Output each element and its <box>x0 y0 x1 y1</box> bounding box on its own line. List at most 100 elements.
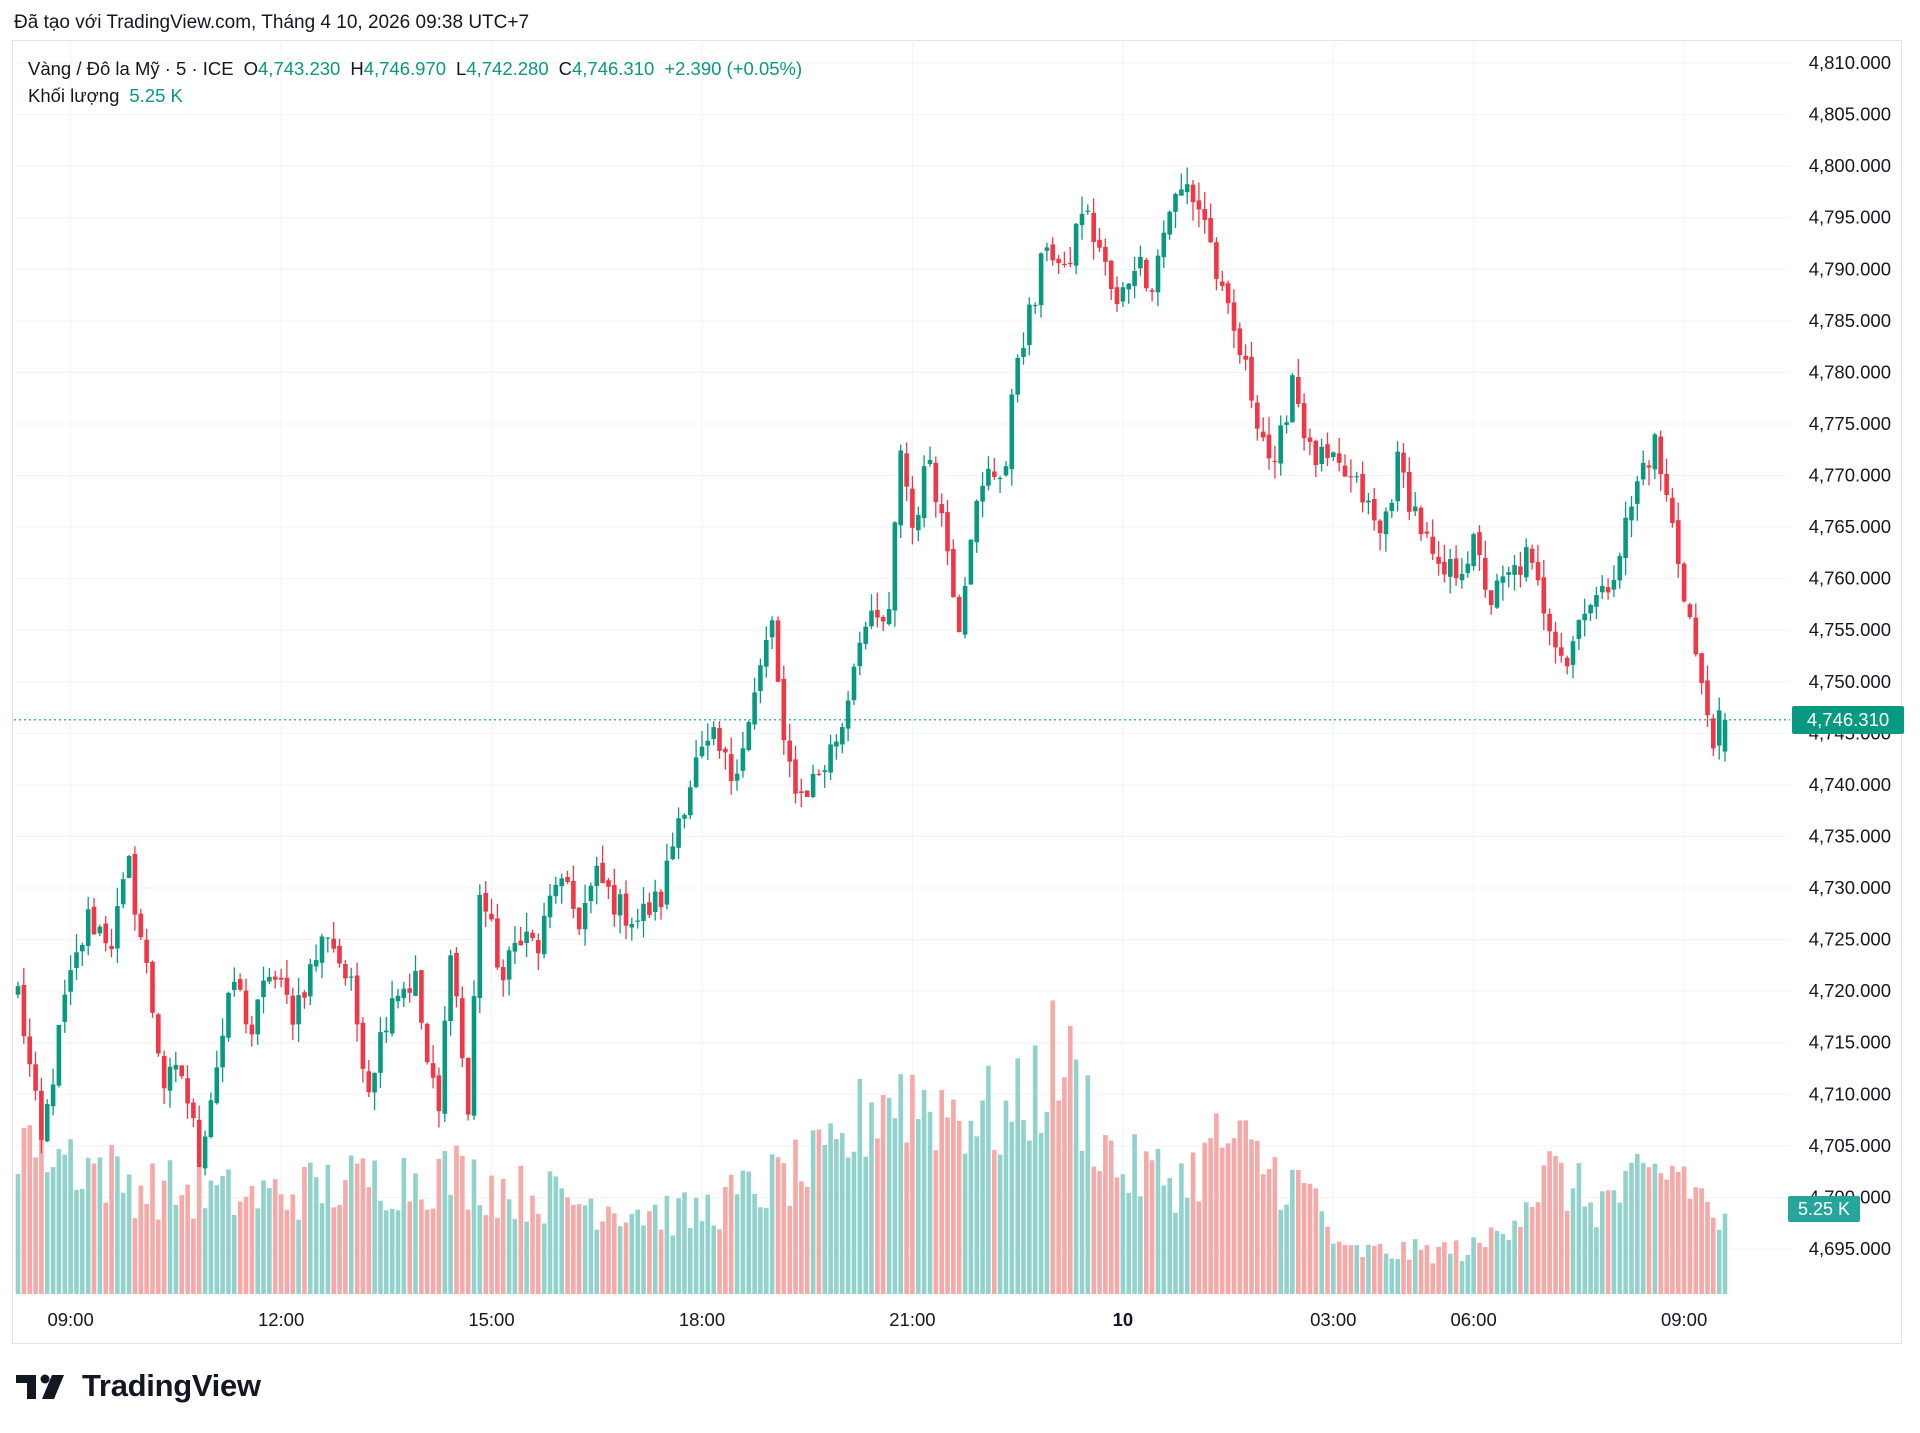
volume-bar <box>1623 1171 1628 1294</box>
price-tick-label: 4,750.000 <box>1809 671 1891 692</box>
candle-body <box>705 740 711 746</box>
candle-body <box>1465 563 1471 574</box>
price-tick-label: 4,735.000 <box>1809 826 1891 847</box>
volume-bar <box>886 1097 892 1294</box>
volume-bar <box>1050 1000 1055 1294</box>
volume-value: 5.25 K <box>129 85 183 106</box>
candle <box>863 621 868 650</box>
candle-body <box>331 938 336 949</box>
volume-bar <box>395 1210 401 1294</box>
candle <box>1301 393 1307 451</box>
candle <box>255 998 260 1045</box>
candle-body <box>471 996 477 1116</box>
tradingview-logo[interactable]: TradingView <box>16 1368 261 1404</box>
volume-bar <box>1430 1263 1435 1294</box>
candle <box>366 1060 372 1097</box>
candle <box>97 924 103 937</box>
candle-body <box>442 1020 448 1114</box>
volume-bar <box>1681 1166 1687 1294</box>
last-volume-tag: 5.25 K <box>1788 1196 1860 1222</box>
candle-body <box>1278 425 1283 464</box>
candle <box>179 1065 184 1079</box>
price-chart[interactable]: 4,810.000 4,805.000 4,800.000 4,795.000 4,79… <box>0 0 1920 1350</box>
volume-bar <box>1331 1243 1336 1294</box>
volume-bar <box>150 1163 155 1294</box>
candle-body <box>898 450 903 526</box>
volume-bar <box>1529 1207 1535 1294</box>
time-tick-label: 18:00 <box>679 1309 725 1330</box>
candle-body <box>419 970 424 1023</box>
candle <box>1623 501 1628 576</box>
candle-body <box>1149 290 1155 292</box>
candle-body <box>85 909 91 946</box>
candle <box>1681 562 1687 603</box>
candle <box>1670 488 1675 528</box>
volume-bar <box>635 1209 640 1294</box>
candle-body <box>1407 471 1412 512</box>
volume-bar <box>384 1210 389 1294</box>
candle <box>360 1016 366 1083</box>
candle-body <box>430 1063 436 1078</box>
price-tick-label: 4,770.000 <box>1809 465 1891 486</box>
volume-bar <box>688 1227 693 1294</box>
candle-body <box>284 977 290 995</box>
candle-body <box>255 999 260 1035</box>
candle <box>1167 210 1172 240</box>
volume-bar <box>547 1171 553 1294</box>
candle <box>1173 192 1178 229</box>
volume-bar <box>518 1165 524 1294</box>
candle <box>448 949 453 1036</box>
candle-body <box>1535 562 1541 581</box>
volume-bar <box>1635 1153 1640 1294</box>
volume-bar <box>495 1217 500 1294</box>
volume-bar <box>974 1136 979 1294</box>
candle-body <box>1155 255 1161 293</box>
volume-bar <box>156 1219 161 1294</box>
volume-bar <box>62 1154 68 1294</box>
volume-bar <box>1120 1174 1126 1294</box>
candle-body <box>483 892 488 912</box>
candle <box>734 759 740 791</box>
volume-bar <box>571 1205 576 1294</box>
candle-body <box>500 967 506 981</box>
candle <box>1073 223 1079 275</box>
candle <box>1605 578 1611 600</box>
candle-body <box>179 1065 184 1077</box>
volume-bar <box>910 1074 915 1294</box>
chart-frame[interactable] <box>12 40 1902 1344</box>
volume-bar <box>880 1095 886 1294</box>
candle <box>758 658 763 704</box>
candle <box>1278 415 1283 476</box>
volume-label[interactable]: Khối lượng <box>28 85 120 106</box>
volume-bar <box>711 1225 716 1294</box>
candle-body <box>875 610 880 618</box>
volume-bar <box>144 1203 149 1294</box>
candle-body <box>120 879 126 905</box>
candle <box>541 902 547 959</box>
candle-body <box>413 970 418 996</box>
time-tick-label: 12:00 <box>258 1309 304 1330</box>
volume-bar <box>816 1129 822 1294</box>
candle <box>1003 461 1009 477</box>
candle-body <box>91 906 97 935</box>
candle <box>904 442 909 501</box>
volume-bar <box>1243 1120 1248 1294</box>
candle-body <box>1190 184 1196 203</box>
volume-bar <box>27 1125 32 1294</box>
candle-body <box>1015 357 1020 395</box>
candle-body <box>986 468 991 486</box>
volume-bar <box>968 1120 974 1294</box>
candle <box>740 731 746 778</box>
volume-bar <box>1325 1226 1330 1294</box>
candle-body <box>1518 566 1523 575</box>
symbol-label[interactable]: Vàng / Đô la Mỹ · 5 · ICE <box>28 58 234 79</box>
candle <box>1062 251 1067 268</box>
candle <box>62 979 68 1033</box>
candle <box>997 475 1003 493</box>
volume-bar <box>512 1219 518 1294</box>
candle <box>109 928 114 958</box>
candle-body <box>1564 657 1570 667</box>
candle-body <box>389 998 395 1034</box>
volume-bar <box>202 1208 208 1294</box>
candle-body <box>1097 239 1102 248</box>
